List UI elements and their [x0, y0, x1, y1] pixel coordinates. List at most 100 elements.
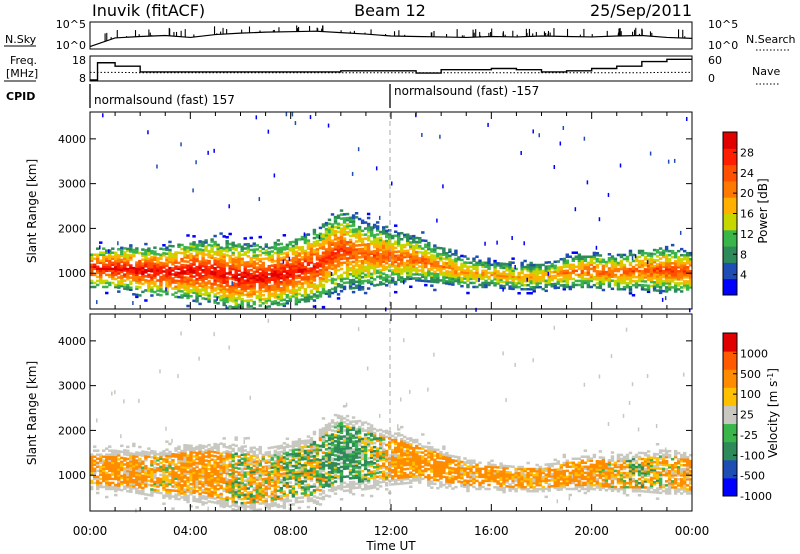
echo-cell: [180, 271, 184, 275]
echo-cell: [156, 279, 160, 282]
echo-cell: [267, 281, 271, 284]
echo-cell: [234, 256, 238, 260]
echo-cell: [201, 497, 205, 500]
echo-cell: [318, 226, 323, 230]
echo-cell: [661, 249, 666, 253]
echo-cell: [532, 267, 536, 271]
echo-cell: [394, 254, 398, 258]
echo-cell: [508, 273, 512, 276]
echo-cell: [445, 274, 449, 277]
echo-cell: [375, 243, 380, 246]
echo-cell: [234, 438, 238, 441]
echo-cell: [294, 266, 299, 270]
echo-cell: [484, 275, 488, 279]
echo-cell: [562, 263, 566, 267]
echo-cell: [333, 219, 338, 223]
echo-cell: [333, 215, 338, 219]
echo-cell: [105, 485, 109, 489]
echo-cell: [183, 272, 187, 275]
echo-cell: [180, 276, 184, 279]
echo-cell: [631, 253, 636, 257]
echo-cell: [565, 261, 569, 265]
echo-cell: [162, 494, 166, 497]
echo-cell: [90, 259, 94, 263]
echo-cell: [562, 257, 566, 261]
echo-cell: [658, 281, 663, 285]
echo-cell: [291, 248, 296, 252]
echo-cell: [418, 257, 422, 260]
echo-cell: [189, 468, 193, 472]
echo-cell: [273, 267, 278, 271]
echo-cell: [228, 267, 232, 270]
echo-cell: [183, 282, 187, 285]
echo-cell: [231, 463, 235, 467]
echo-cell: [409, 269, 413, 272]
echo-cell: [264, 253, 268, 256]
echo-cell: [207, 249, 211, 253]
echo-cell: [366, 230, 371, 234]
echo-cell: [177, 461, 181, 465]
echo-cell: [120, 282, 124, 286]
echo-cell: [195, 475, 199, 479]
echo-cell: [180, 273, 184, 277]
echo-cell: [333, 242, 338, 245]
echo-cell: [658, 261, 663, 264]
echo-cell: [252, 460, 256, 464]
echo-cell: [147, 267, 151, 271]
echo-cell: [655, 285, 660, 288]
echo-cell: [237, 267, 241, 270]
echo-cell: [330, 249, 335, 252]
echo-cell: [637, 269, 642, 273]
echo-cell: [237, 285, 241, 289]
echo-cell: [225, 498, 229, 501]
echo-cell: [643, 252, 648, 255]
echo-cell: [297, 264, 302, 267]
echo-cell: [150, 286, 154, 289]
echo-cell: [294, 270, 299, 274]
echo-cell: [643, 272, 648, 275]
echo-cell: [309, 273, 314, 276]
echo-cell: [246, 465, 250, 468]
echo-cell: [580, 259, 585, 263]
echo-cell: [258, 508, 262, 511]
echo-cell: [252, 260, 256, 264]
echo-cell: [312, 267, 317, 270]
colorbar-segment: [723, 164, 737, 182]
echo-cell: [207, 496, 211, 499]
echo-cell: [366, 222, 371, 226]
echo-cell: [360, 269, 365, 273]
echo-cell: [183, 466, 187, 469]
echo-cell: [345, 212, 350, 216]
echo-cell: [126, 475, 130, 479]
echo-cell: [123, 267, 127, 270]
echo-cell: [102, 455, 106, 458]
echo-cell: [403, 251, 407, 255]
echo-cell: [231, 253, 235, 257]
echo-cell: [333, 244, 338, 247]
echo-cell: [351, 264, 356, 268]
echo-cell: [162, 496, 166, 499]
echo-cell: [204, 475, 208, 479]
echo-cell: [210, 288, 214, 292]
echo-cell: [249, 484, 253, 488]
echo-cell: [321, 269, 326, 273]
echo-cell: [246, 461, 250, 464]
freq-tick-bottom: 8: [79, 72, 86, 85]
echo-cell: [682, 257, 687, 261]
echo-cell: [144, 271, 148, 274]
echo-cell: [294, 242, 299, 245]
echo-cell: [108, 473, 112, 477]
echo-cell: [577, 261, 582, 265]
echo-cell: [261, 275, 265, 279]
echo-cell: [354, 274, 359, 277]
echo-cell: [610, 275, 615, 278]
echo-cell: [610, 259, 615, 262]
echo-cell: [670, 272, 675, 275]
echo-cell: [439, 279, 443, 282]
echo-cell: [105, 487, 109, 491]
echo-cell: [406, 271, 410, 275]
echo-cell: [288, 265, 293, 268]
echo-cell: [141, 450, 145, 453]
echo-cell: [222, 505, 226, 509]
echo-cell: [144, 464, 148, 468]
